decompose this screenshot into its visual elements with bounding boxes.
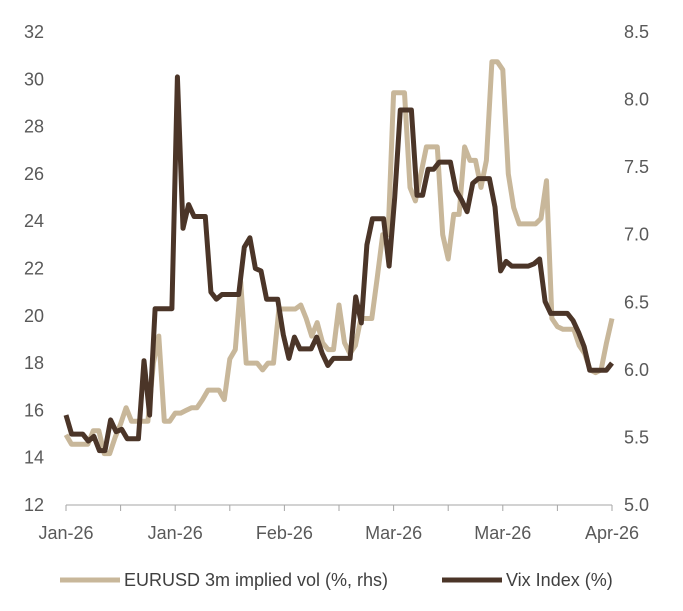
- left-y-tick-label: 24: [24, 211, 44, 231]
- x-tick-label: Jan-26: [148, 523, 203, 543]
- left-y-tick-label: 20: [24, 306, 44, 326]
- x-tick-label: Apr-26: [585, 523, 639, 543]
- plot-area: [63, 59, 615, 457]
- right-y-tick-label: 7.5: [624, 157, 649, 177]
- x-tick-label: Mar-26: [474, 523, 531, 543]
- x-tick-label: Jan-26: [38, 523, 93, 543]
- left-y-tick-label: 12: [24, 495, 44, 515]
- axes: Jan-26 Jan-26 Feb-26 Mar-26 Mar-26 Apr-26 12 14…: [24, 22, 649, 543]
- legend-label-vix: Vix Index (%): [506, 570, 613, 590]
- left-y-tick-label: 16: [24, 400, 44, 420]
- left-y-tick-label: 32: [24, 22, 44, 42]
- right-y-tick-label: 5.0: [624, 495, 649, 515]
- left-y-tick-label: 18: [24, 353, 44, 373]
- right-y-tick-label: 5.5: [624, 427, 649, 447]
- right-y-tick-label: 7.0: [624, 225, 649, 245]
- right-y-tick-label: 8.5: [624, 22, 649, 42]
- left-y-tick-label: 22: [24, 259, 44, 279]
- series-line-eurusd-vol: [63, 59, 615, 457]
- left-y-tick-label: 26: [24, 164, 44, 184]
- legend: EURUSD 3m implied vol (%, rhs) Vix Index …: [60, 570, 613, 590]
- x-tick-label: Feb-26: [256, 523, 313, 543]
- right-y-tick-label: 6.0: [624, 360, 649, 380]
- left-y-tick-label: 30: [24, 69, 44, 89]
- right-y-tick-label: 8.0: [624, 90, 649, 110]
- right-y-tick-label: 6.5: [624, 292, 649, 312]
- left-y-tick-label: 28: [24, 117, 44, 137]
- x-tick-label: Mar-26: [365, 523, 422, 543]
- left-y-tick-label: 14: [24, 448, 44, 468]
- legend-label-eurusd-vol: EURUSD 3m implied vol (%, rhs): [124, 570, 388, 590]
- series-line-vix: [63, 74, 614, 454]
